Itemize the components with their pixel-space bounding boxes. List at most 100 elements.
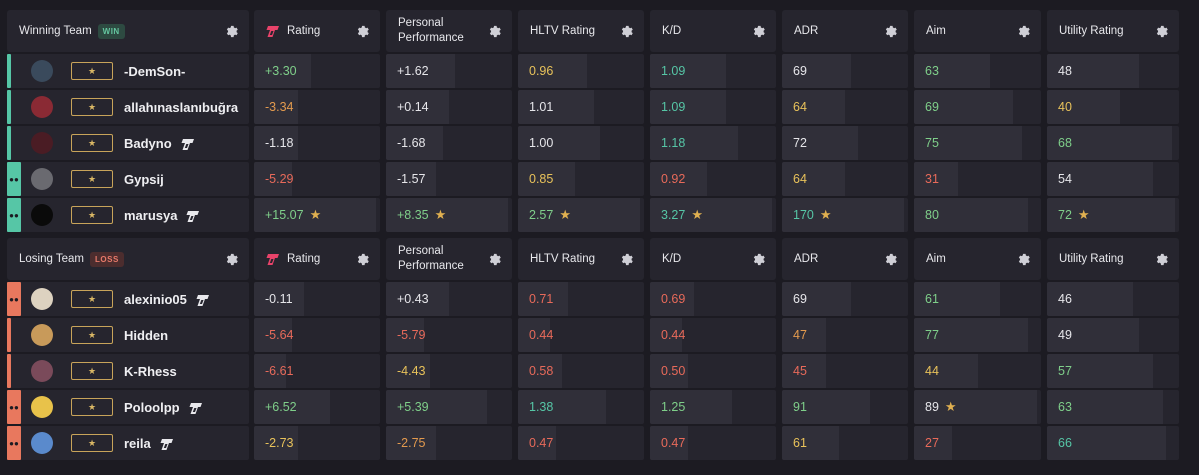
- column-header[interactable]: K/D: [650, 238, 776, 280]
- stat-bar: [650, 282, 694, 316]
- gear-icon[interactable]: [1015, 23, 1031, 39]
- stat-cell: 80: [914, 198, 1041, 232]
- stat-value: 1.09: [661, 100, 686, 114]
- column-header-label: Rating: [287, 25, 321, 37]
- player-name[interactable]: Badyno: [124, 126, 195, 160]
- column-header[interactable]: Utility Rating: [1047, 10, 1179, 52]
- stat-bar: [1047, 126, 1172, 160]
- column-header[interactable]: Rating: [254, 10, 380, 52]
- column-header[interactable]: Rating: [254, 238, 380, 280]
- player-row[interactable]: ●● ★ alexinio05: [7, 282, 249, 316]
- rank-icon: ★: [71, 98, 113, 116]
- column-header[interactable]: HLTV Rating: [518, 238, 644, 280]
- player-name[interactable]: allahınaslanıbuğra: [124, 99, 239, 115]
- player-row[interactable]: ★ K-Rhess: [7, 354, 249, 388]
- column-header[interactable]: HLTV Rating: [518, 10, 644, 52]
- gear-icon[interactable]: [1153, 23, 1169, 39]
- stat-bar: [1047, 198, 1175, 232]
- stat-value: 49: [1058, 328, 1072, 342]
- stat-cell: 47: [782, 318, 908, 352]
- rank-icon: ★: [71, 290, 113, 308]
- gear-icon[interactable]: [618, 23, 634, 39]
- column-header[interactable]: Aim: [914, 10, 1041, 52]
- player-row[interactable]: ★ allahınaslanıbuğra: [7, 90, 249, 124]
- player-name[interactable]: Hidden: [124, 327, 169, 343]
- player-row[interactable]: ★ Hidden: [7, 318, 249, 352]
- stat-value: 45: [793, 364, 807, 378]
- avatar[interactable]: [31, 396, 53, 418]
- gear-icon[interactable]: [1015, 251, 1031, 267]
- player-name[interactable]: marusya: [124, 198, 200, 232]
- avatar[interactable]: [31, 432, 53, 454]
- stat-value: 75: [925, 136, 939, 150]
- stat-value: -1.57: [397, 172, 426, 186]
- gear-icon[interactable]: [486, 251, 502, 267]
- avatar[interactable]: [31, 288, 53, 310]
- column-header[interactable]: Utility Rating: [1047, 238, 1179, 280]
- column-header[interactable]: Personal Performance: [386, 238, 512, 280]
- column-header[interactable]: Personal Performance: [386, 10, 512, 52]
- stat-value: 68: [1058, 136, 1072, 150]
- player-row[interactable]: ●● ★ reila: [7, 426, 249, 460]
- gear-icon[interactable]: [618, 251, 634, 267]
- stat-value: 44: [925, 364, 939, 378]
- player-row[interactable]: ★ Badyno: [7, 126, 249, 160]
- column-header-label: ADR: [794, 25, 819, 37]
- avatar[interactable]: [31, 96, 53, 118]
- avatar[interactable]: [31, 132, 53, 154]
- player-name[interactable]: reila: [124, 426, 174, 460]
- avatar[interactable]: [31, 360, 53, 382]
- avatar[interactable]: [31, 324, 53, 346]
- player-name[interactable]: alexinio05: [124, 282, 210, 316]
- avatar[interactable]: [31, 204, 53, 226]
- gear-icon[interactable]: [223, 23, 239, 39]
- player-name[interactable]: Gypsij: [124, 171, 164, 187]
- stat-value: 31: [925, 172, 939, 186]
- player-name[interactable]: -DemSon-: [124, 63, 186, 79]
- player-row[interactable]: ●● ★ Poloolpp: [7, 390, 249, 424]
- stat-bar: [1047, 282, 1133, 316]
- stat-cell: -0.11: [254, 282, 380, 316]
- player-name[interactable]: K-Rhess: [124, 363, 177, 379]
- stat-value: 2.57 ★: [529, 207, 571, 222]
- stat-cell: -5.64: [254, 318, 380, 352]
- player-row[interactable]: ●● ★ Gypsij: [7, 162, 249, 196]
- column-header[interactable]: K/D: [650, 10, 776, 52]
- stat-value: 69: [925, 100, 939, 114]
- stat-bar: [650, 426, 688, 460]
- gear-icon[interactable]: [354, 251, 370, 267]
- gear-icon[interactable]: [750, 251, 766, 267]
- stat-cell: +5.39: [386, 390, 512, 424]
- player-name[interactable]: Poloolpp: [124, 390, 203, 424]
- gear-icon[interactable]: [1153, 251, 1169, 267]
- column-header[interactable]: ADR: [782, 10, 908, 52]
- stat-bar: [1047, 318, 1139, 352]
- stat-value: +1.62: [397, 64, 429, 78]
- gear-icon[interactable]: [223, 251, 239, 267]
- rank-icon: ★: [71, 362, 113, 380]
- stat-bar: [386, 354, 430, 388]
- player-row[interactable]: ★ -DemSon-: [7, 54, 249, 88]
- gear-icon[interactable]: [882, 251, 898, 267]
- column-header[interactable]: ADR: [782, 238, 908, 280]
- player-row[interactable]: ●● ★ marusya: [7, 198, 249, 232]
- stat-bar: [914, 282, 1000, 316]
- avatar[interactable]: [31, 60, 53, 82]
- gear-icon[interactable]: [486, 23, 502, 39]
- stat-cell: 1.00: [518, 126, 644, 160]
- party-icon: ●●: [7, 198, 21, 232]
- gear-icon[interactable]: [750, 23, 766, 39]
- column-header[interactable]: Aim: [914, 238, 1041, 280]
- stat-value: 1.25: [661, 400, 686, 414]
- stat-bar: [914, 90, 1013, 124]
- gear-icon[interactable]: [882, 23, 898, 39]
- stat-cell: 0.50: [650, 354, 776, 388]
- stat-bar: [650, 318, 682, 352]
- gear-icon[interactable]: [354, 23, 370, 39]
- result-badge: WIN: [97, 23, 125, 39]
- column-header-label: HLTV Rating: [530, 253, 595, 265]
- stat-bar: [650, 54, 726, 88]
- stat-cell: -2.75: [386, 426, 512, 460]
- leetify-logo-icon: [266, 25, 280, 37]
- avatar[interactable]: [31, 168, 53, 190]
